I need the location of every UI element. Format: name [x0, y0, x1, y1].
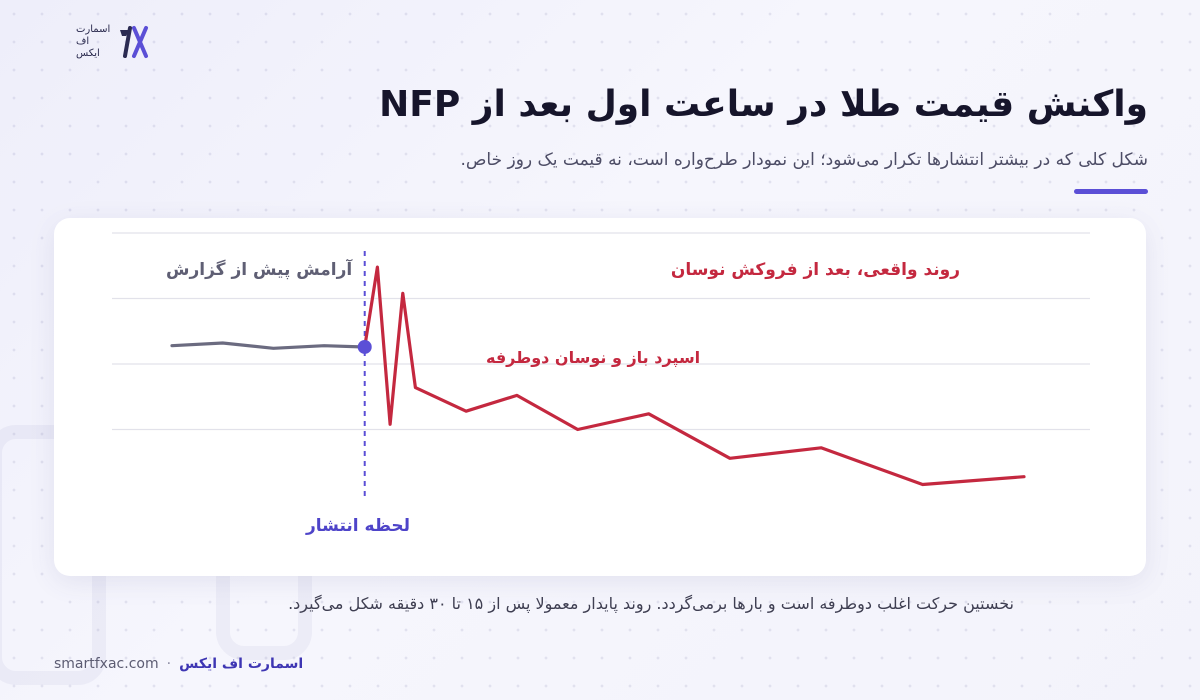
chart-series: [170, 265, 1026, 487]
spread-volatility-annotation: اسپرد باز و نوسان دوطرفه: [486, 348, 701, 367]
accent-bar: [1074, 189, 1148, 194]
logo-text: اسمارت اف ایکس: [76, 24, 110, 60]
chart-caption: نخستین حرکت اغلب دوطرفه است و بارها برمی…: [288, 594, 1014, 613]
chart-card: آرامش پیش از گزارش روند واقعی، بعد از فر…: [54, 218, 1146, 576]
footer-domain-link[interactable]: smartfxac.com: [54, 656, 159, 672]
release-point: [357, 339, 372, 354]
footer: smartfxac.com · اسمارت اف ایکس: [54, 656, 303, 672]
page-title: واکنش قیمت طلا در ساعت اول بعد از NFP: [379, 84, 1148, 125]
logo-line: ایکس: [76, 48, 100, 59]
gridlines: [112, 232, 1090, 431]
logo-line: اسمارت: [76, 24, 111, 35]
post-release-series-line: [363, 265, 1026, 487]
brand-logo[interactable]: اسمارت اف ایکس: [76, 22, 150, 62]
page-subtitle: شکل کلی که در بیشتر انتشارها تکرار می‌شو…: [460, 150, 1148, 170]
footer-separator: ·: [166, 656, 172, 672]
pre-report-annotation: آرامش پیش از گزارش: [166, 260, 353, 280]
footer-brand-name: اسمارت اف ایکس: [179, 656, 304, 672]
logo-mark-icon: [120, 26, 149, 58]
pre-release-series-line: [170, 341, 367, 350]
post-trend-annotation: روند واقعی، بعد از فروکش نوسان: [670, 260, 960, 280]
release-moment-label: لحظه انتشار: [306, 516, 411, 536]
logo-line: اف: [76, 36, 90, 47]
line-chart: [112, 232, 1090, 496]
